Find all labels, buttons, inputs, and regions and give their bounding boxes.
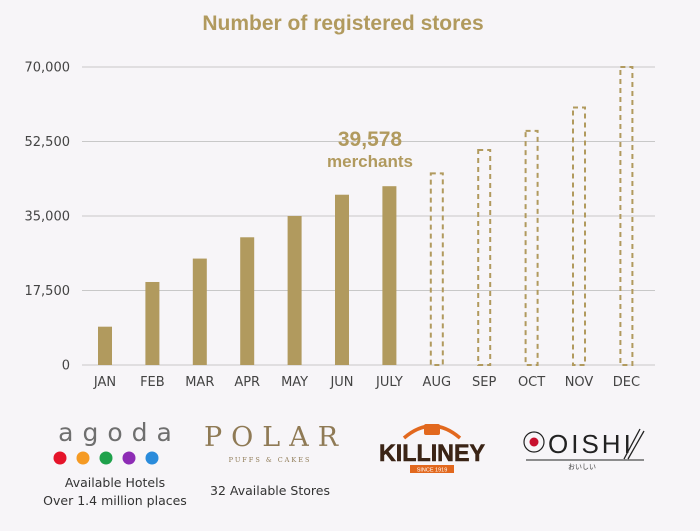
x-tick-label: OCT [518,375,545,390]
bar [145,281,160,365]
polar-section: POLAR PUFFS & CAKES 32 Available Stores [195,422,345,500]
x-tick-label: AUG [423,375,451,390]
agoda-section: agoda Available Hotels Over 1.4 million … [30,418,200,510]
killiney-wordmark: KILLINEY [379,440,485,467]
oishi-wordmark: OISHI [548,429,634,459]
bar-projected [429,172,444,366]
bar [98,326,112,365]
annotation-value: 39,578 [338,128,403,151]
agoda-caption-line-1: Available Hotels [64,475,166,490]
killiney-cup-icon [424,424,440,435]
bar-projected [477,149,492,366]
x-tick-label: MAR [185,375,214,390]
x-tick-label: MAY [281,375,308,390]
killiney-logo: KILLINEY SINCE 1919 [379,424,485,474]
x-tick-label: APR [234,375,260,390]
polar-caption: 32 Available Stores [210,483,330,498]
x-tick-label: JULY [375,375,403,390]
agoda-logo: agoda [58,418,181,447]
y-tick-label: 35,000 [25,210,71,225]
killiney-subtitle: SINCE 1919 [417,468,448,474]
oishi-section: OISHI おいしい [520,423,650,476]
y-tick-label: 70,000 [25,61,71,76]
bar-projected [572,106,586,366]
chart-title: Number of registered stores [202,12,483,35]
x-tick-label: DEC [613,375,640,390]
annotation-unit: merchants [327,152,413,171]
oishi-chopstick-1 [623,428,641,460]
x-tick-label: JAN [93,375,116,390]
killiney-section: KILLINEY SINCE 1919 [374,416,490,481]
bar-projected [619,66,634,366]
x-tick-label: JUN [329,375,353,390]
bar [192,258,207,365]
y-tick-label: 52,500 [25,135,71,150]
oishi-logo: OISHI おいしい [523,428,645,471]
oishi-dot-icon [529,437,539,447]
polar-subtitle: PUFFS & CAKES [228,456,312,464]
y-tick-label: 17,500 [25,284,71,299]
agoda-caption-line-2: Over 1.4 million places [43,493,187,508]
x-tick-label: FEB [140,375,165,390]
oishi-subtitle: おいしい [568,463,596,471]
agoda-dots [30,450,200,472]
y-tick-label: 0 [62,359,70,374]
agoda-dot [76,451,90,465]
bar-projected [524,129,539,366]
agoda-dots-icon [53,451,159,465]
agoda-dot [122,451,136,465]
bar-chart: Number of registered stores 0 17,500 35,00… [25,12,655,390]
bar [382,186,397,365]
bar [240,237,255,365]
x-tick-label: SEP [472,375,496,390]
agoda-caption: Available Hotels Over 1.4 million places [30,474,200,510]
x-tick-label: NOV [565,375,594,390]
oishi-ring-icon [523,431,545,453]
bar [287,216,302,365]
killiney-banner [410,465,454,473]
oishi-chopstick-2 [627,430,645,460]
bar [335,194,349,365]
agoda-dot [99,451,113,465]
agoda-dot [145,451,159,465]
polar-logo: POLAR [204,422,348,453]
agoda-dot [53,451,67,465]
